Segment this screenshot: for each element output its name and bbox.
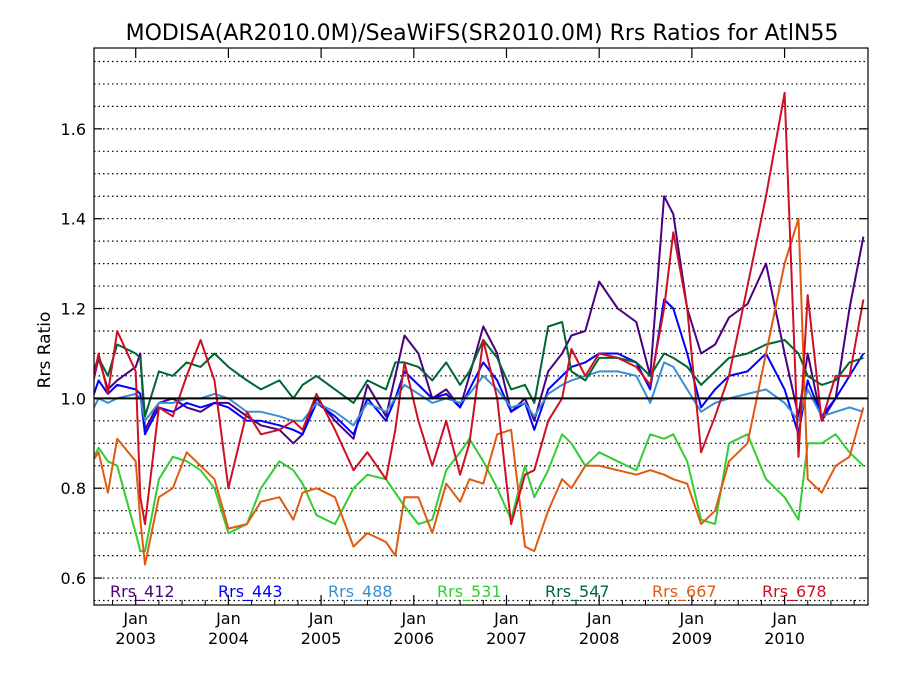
series-line-rrs-443 <box>94 298 865 436</box>
x-tick-label-month: Jan <box>493 609 519 628</box>
x-tick-label-month: Jan <box>586 609 612 628</box>
y-tick-label: 1.0 <box>61 389 86 408</box>
y-axis-label: Rrs Ratio <box>35 312 55 389</box>
y-tick-label: 0.8 <box>61 479 86 498</box>
x-tick-label-month: Jan <box>122 609 148 628</box>
x-tick-label-month: Jan <box>215 609 241 628</box>
x-tick-label-month: Jan <box>400 609 426 628</box>
y-tick-label: 1.2 <box>61 300 86 319</box>
x-tick-label-year: 2009 <box>672 629 713 648</box>
legend-entry-rrs-412: Rrs_412 <box>110 582 175 602</box>
legend-entry-rrs-678: Rrs_678 <box>762 582 827 602</box>
x-tick-label-year: 2003 <box>115 629 156 648</box>
legend-entry-rrs-443: Rrs_443 <box>218 582 283 602</box>
legend: Rrs_412 Rrs_443 Rrs_488 Rrs_531 Rrs_547 Rrs_6… <box>110 582 827 602</box>
series-line-rrs-667 <box>94 217 865 566</box>
legend-entry-rrs-531: Rrs_531 <box>437 582 502 602</box>
x-tick-label-year: 2005 <box>301 629 342 648</box>
x-tick-label-year: 2010 <box>764 629 805 648</box>
y-tick-label: 1.4 <box>61 210 86 229</box>
x-tick-label-year: 2008 <box>579 629 620 648</box>
legend-entry-rrs-547: Rrs_547 <box>545 582 610 602</box>
x-tick-label-month: Jan <box>771 609 797 628</box>
series-line-rrs-412 <box>94 195 865 445</box>
x-axis-ticks: Jan2003Jan2004Jan2005Jan2006Jan2007Jan20… <box>112 48 855 648</box>
plot-frame <box>93 47 869 606</box>
y-tick-label: 1.6 <box>61 120 86 139</box>
legend-entry-rrs-667: Rrs_667 <box>652 582 717 602</box>
x-tick-label-year: 2004 <box>208 629 249 648</box>
grid-lines <box>94 60 868 602</box>
series-lines <box>94 91 865 566</box>
series-line-rrs-678 <box>94 91 865 526</box>
series-line-rrs-547 <box>94 321 864 418</box>
x-tick-label-year: 2007 <box>486 629 527 648</box>
y-axis-ticks: 0.6 0.8 1.0 1.2 1.4 1.6 <box>61 120 868 588</box>
x-tick-label-year: 2006 <box>393 629 434 648</box>
y-tick-label: 0.6 <box>61 569 86 588</box>
x-tick-label-month: Jan <box>679 609 705 628</box>
chart-title: MODISA(AR2010.0M)/SeaWiFS(SR2010.0M) Rrs… <box>126 21 839 46</box>
x-tick-label-month: Jan <box>308 609 334 628</box>
legend-entry-rrs-488: Rrs_488 <box>328 582 393 602</box>
